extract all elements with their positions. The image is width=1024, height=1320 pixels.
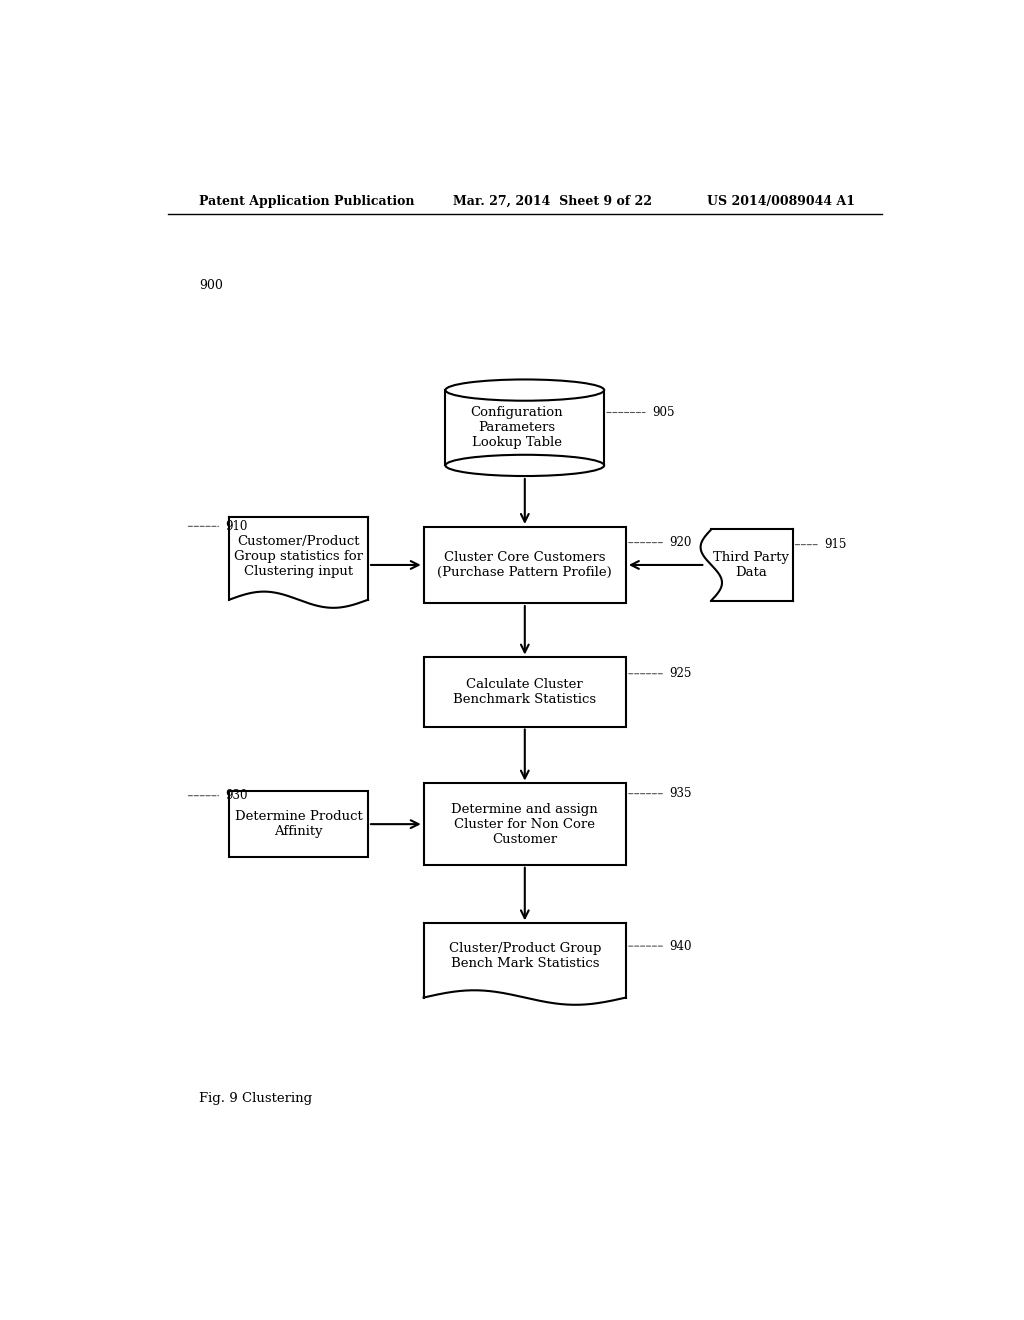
Text: Determine Product
Affinity: Determine Product Affinity <box>234 810 362 838</box>
Bar <box>424 657 626 726</box>
Text: Cluster/Product Group
Bench Mark Statistics: Cluster/Product Group Bench Mark Statist… <box>449 942 601 970</box>
Bar <box>424 923 626 1003</box>
Text: Fig. 9 Clustering: Fig. 9 Clustering <box>200 1092 312 1105</box>
Text: 915: 915 <box>824 539 847 552</box>
Bar <box>229 791 368 857</box>
Text: 925: 925 <box>670 667 692 680</box>
Bar <box>445 391 604 466</box>
Text: Cluster Core Customers
(Purchase Pattern Profile): Cluster Core Customers (Purchase Pattern… <box>437 550 612 579</box>
Text: 935: 935 <box>670 787 692 800</box>
Text: Determine and assign
Cluster for Non Core
Customer: Determine and assign Cluster for Non Cor… <box>452 803 598 846</box>
Text: 910: 910 <box>225 520 248 533</box>
Text: 900: 900 <box>200 279 223 292</box>
Ellipse shape <box>445 455 604 477</box>
Text: US 2014/0089044 A1: US 2014/0089044 A1 <box>708 194 855 207</box>
Text: Calculate Cluster
Benchmark Statistics: Calculate Cluster Benchmark Statistics <box>454 678 596 706</box>
Bar <box>229 516 368 606</box>
Bar <box>702 529 793 601</box>
Bar <box>424 527 626 603</box>
Bar <box>424 784 626 865</box>
Text: 930: 930 <box>225 789 248 803</box>
Text: Customer/Product
Group statistics for
Clustering input: Customer/Product Group statistics for Cl… <box>234 536 364 578</box>
Text: Mar. 27, 2014  Sheet 9 of 22: Mar. 27, 2014 Sheet 9 of 22 <box>454 194 652 207</box>
Text: 940: 940 <box>670 940 692 953</box>
Text: 920: 920 <box>670 536 692 549</box>
Text: Third Party
Data: Third Party Data <box>713 550 788 579</box>
Text: 905: 905 <box>651 407 674 418</box>
Text: Patent Application Publication: Patent Application Publication <box>200 194 415 207</box>
Text: Configuration
Parameters
Lookup Table: Configuration Parameters Lookup Table <box>471 407 563 449</box>
Ellipse shape <box>445 379 604 401</box>
